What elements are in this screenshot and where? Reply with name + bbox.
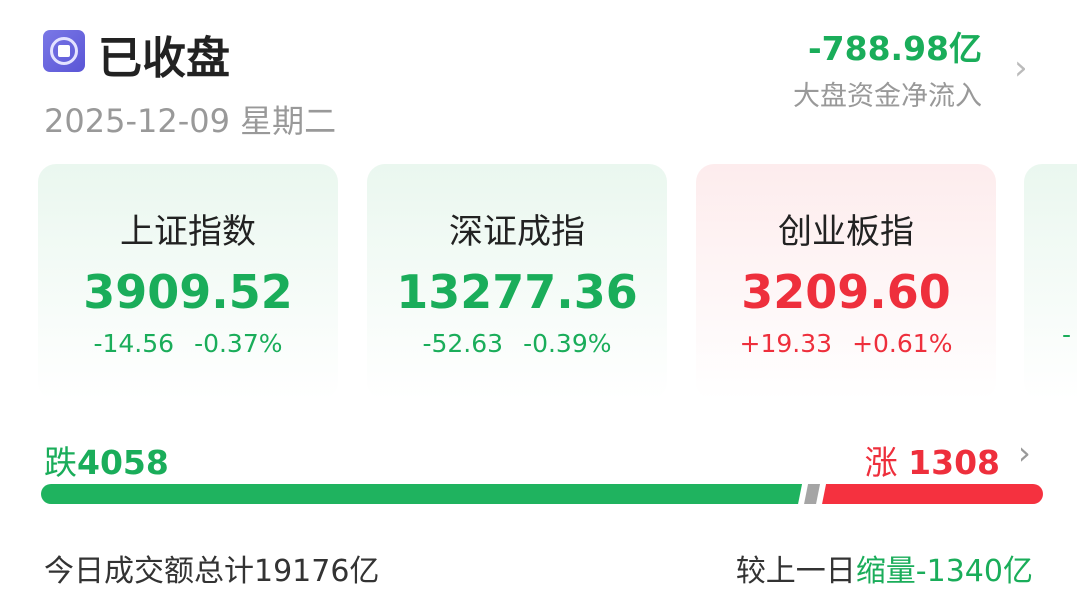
fall-value: 4058	[77, 443, 169, 482]
index-name: 创业板指	[778, 212, 914, 252]
index-pct: +0.61%	[852, 329, 953, 358]
compare-prefix: 较上一日	[735, 554, 856, 589]
breadth-bar	[41, 484, 1043, 504]
index-card-partial[interactable]: -	[1024, 164, 1077, 400]
index-value: 13277.36	[396, 265, 638, 319]
index-change: -52.63	[422, 329, 504, 358]
index-value	[1024, 256, 1077, 310]
date-text: 2025-12-09	[44, 102, 230, 140]
index-change: -	[1062, 320, 1072, 349]
trade-date: 2025-12-09 星期二	[44, 96, 336, 142]
fall-segment	[41, 484, 802, 504]
index-change: +19.33	[739, 329, 833, 358]
index-value: 3209.60	[741, 265, 951, 319]
chevron-right-icon[interactable]: ›	[1014, 48, 1028, 88]
rise-label: 涨	[864, 443, 898, 482]
flat-segment	[804, 484, 820, 504]
stop-circle-icon	[43, 30, 85, 72]
fall-label: 跌	[44, 443, 77, 482]
market-status: 已收盘	[98, 33, 230, 84]
volume-compare: 较上一日缩量-1340亿	[736, 546, 1033, 590]
fund-flow-value[interactable]: -788.98亿	[807, 29, 982, 68]
index-card-chinext[interactable]: 创业板指 3209.60 +19.33 +0.61%	[696, 164, 996, 400]
index-name: 上证指数	[120, 212, 256, 252]
rise-value: 1308	[908, 443, 1000, 482]
weekday-text: 星期二	[240, 102, 337, 140]
index-pct: -0.37%	[194, 329, 283, 358]
compare-value: 缩量-1340亿	[855, 554, 1033, 589]
index-card-shenzhen[interactable]: 深证成指 13277.36 -52.63 -0.39%	[367, 164, 667, 400]
index-name	[1024, 204, 1077, 244]
fall-count[interactable]: 跌4058	[44, 436, 169, 484]
fund-flow-label[interactable]: 大盘资金净流入	[793, 81, 982, 112]
index-card-shanghai[interactable]: 上证指数 3909.52 -14.56 -0.37%	[38, 164, 338, 400]
rise-segment	[822, 484, 1043, 504]
index-change: -14.56	[93, 329, 175, 358]
index-pct: -0.39%	[523, 329, 612, 358]
rise-count[interactable]: 涨 1308	[865, 436, 1000, 484]
total-volume: 今日成交额总计19176亿	[44, 554, 380, 589]
chevron-right-icon[interactable]: ›	[1018, 434, 1031, 472]
index-name: 深证成指	[449, 212, 585, 252]
index-value: 3909.52	[83, 265, 293, 319]
